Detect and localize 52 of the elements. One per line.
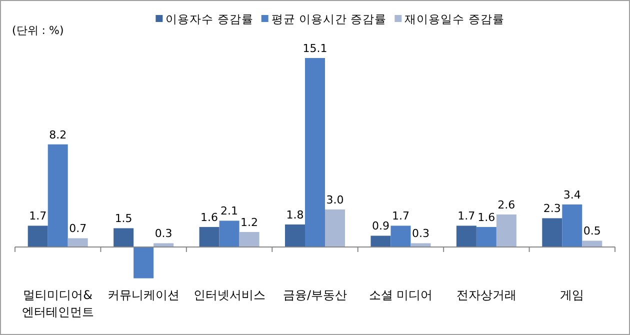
bar [325,209,345,247]
data-label: 1.7 [29,210,47,223]
bar [390,226,411,247]
data-label: 3.4 [563,188,581,202]
bar [370,236,391,247]
bar [154,243,174,247]
bar [114,228,134,247]
data-label: 0.3 [412,227,430,240]
bar [219,220,240,247]
x-tick-label: 멀티미디어&엔터테인먼트 [22,288,94,319]
data-label: 8.2 [49,128,67,142]
data-label: 2.6 [498,198,516,212]
data-label: 2.3 [543,202,561,216]
data-label: 1.5 [114,212,132,226]
data-label: 0.7 [69,222,87,236]
data-label: 1.2 [240,216,258,229]
bar [456,226,476,247]
bar [199,226,220,247]
data-label: 0.5 [583,224,601,238]
data-label: 1.6 [200,210,218,224]
legend-label: 재이용일수 증감률 [404,12,504,26]
bar [285,224,305,247]
data-label: 15.1 [302,42,328,55]
legend-label: 이용자수 증감률 [166,12,254,26]
x-tick-label: 게임 [560,288,584,302]
bar [48,144,68,247]
x-tick-label: 전자상거래 [456,288,516,302]
bar [582,240,602,247]
bar [28,226,48,247]
bar [476,226,496,247]
data-label: 2.1 [220,204,238,218]
data-label: 1.7 [458,210,476,223]
legend-label: 평균 이용시간 증감률 [271,12,387,26]
bar [134,247,154,278]
data-label: 1.7 [392,210,410,223]
bar [68,238,88,247]
data-label: 0.3 [154,227,172,240]
data-label: 1.6 [478,210,496,224]
bar [542,218,562,247]
bar [410,243,431,247]
x-tick-label: 인터넷서비스 [193,288,266,302]
bar [305,58,325,247]
x-tick-label: 소셜 미디어 [368,288,433,302]
data-label: 1.8 [286,208,304,222]
bar [239,232,260,247]
x-tick-label: 금융/부동산 [282,288,348,302]
data-label: 3.0 [326,193,344,206]
x-tick-label: 커뮤니케이션 [108,288,180,302]
text: (단위 : %) [12,24,64,37]
bar [496,214,516,247]
data-label: 0.9 [372,220,390,233]
bar [562,204,582,247]
